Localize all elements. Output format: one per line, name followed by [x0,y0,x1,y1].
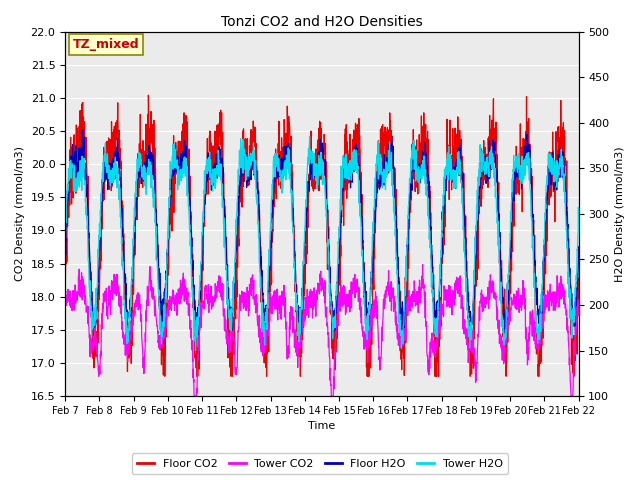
Line: Tower CO2: Tower CO2 [65,264,579,396]
Text: TZ_mixed: TZ_mixed [73,38,140,51]
Y-axis label: CO2 Density (mmol/m3): CO2 Density (mmol/m3) [15,146,25,281]
Tower H2O [306,133,314,139]
Tower H2O [575,213,582,219]
Tower CO2 [575,309,582,315]
X-axis label: Time: Time [308,421,335,432]
Tower CO2 [419,262,426,267]
Tower H2O [205,158,212,164]
Tower CO2 [348,280,356,286]
Tower H2O [544,171,552,177]
Tower H2O [471,234,479,240]
Title: Tonzi CO2 and H2O Densities: Tonzi CO2 and H2O Densities [221,15,423,29]
Floor CO2 [205,150,212,156]
Tower CO2 [61,300,69,305]
Tower CO2 [544,297,552,303]
Line: Floor H2O: Floor H2O [65,130,579,338]
Floor CO2 [161,373,168,379]
Floor H2O [433,335,441,341]
Y-axis label: H2O Density (mmol/m3): H2O Density (mmol/m3) [615,146,625,282]
Floor H2O [575,244,582,250]
Floor H2O [61,250,69,255]
Floor CO2 [544,189,552,195]
Floor H2O [530,234,538,240]
Floor CO2 [575,294,582,300]
Floor H2O [79,127,86,132]
Floor CO2 [530,217,538,223]
Tower CO2 [205,293,212,299]
Tower H2O [337,163,344,169]
Floor H2O [337,219,344,225]
Floor CO2 [471,282,479,288]
Floor CO2 [145,92,152,98]
Floor H2O [205,164,212,170]
Floor CO2 [337,253,344,259]
Floor CO2 [348,157,356,163]
Line: Tower H2O: Tower H2O [65,136,579,351]
Legend: Floor CO2, Tower CO2, Floor H2O, Tower H2O: Floor CO2, Tower CO2, Floor H2O, Tower H… [132,453,508,474]
Tower CO2 [471,362,479,368]
Floor H2O [348,160,356,166]
Line: Floor CO2: Floor CO2 [65,95,579,376]
Floor H2O [471,265,479,271]
Tower CO2 [337,293,344,299]
Tower H2O [191,348,199,354]
Tower H2O [61,240,69,245]
Floor CO2 [61,245,69,251]
Tower CO2 [190,393,198,399]
Tower H2O [348,149,356,155]
Floor H2O [544,163,552,169]
Tower H2O [530,264,538,270]
Tower CO2 [530,325,538,331]
